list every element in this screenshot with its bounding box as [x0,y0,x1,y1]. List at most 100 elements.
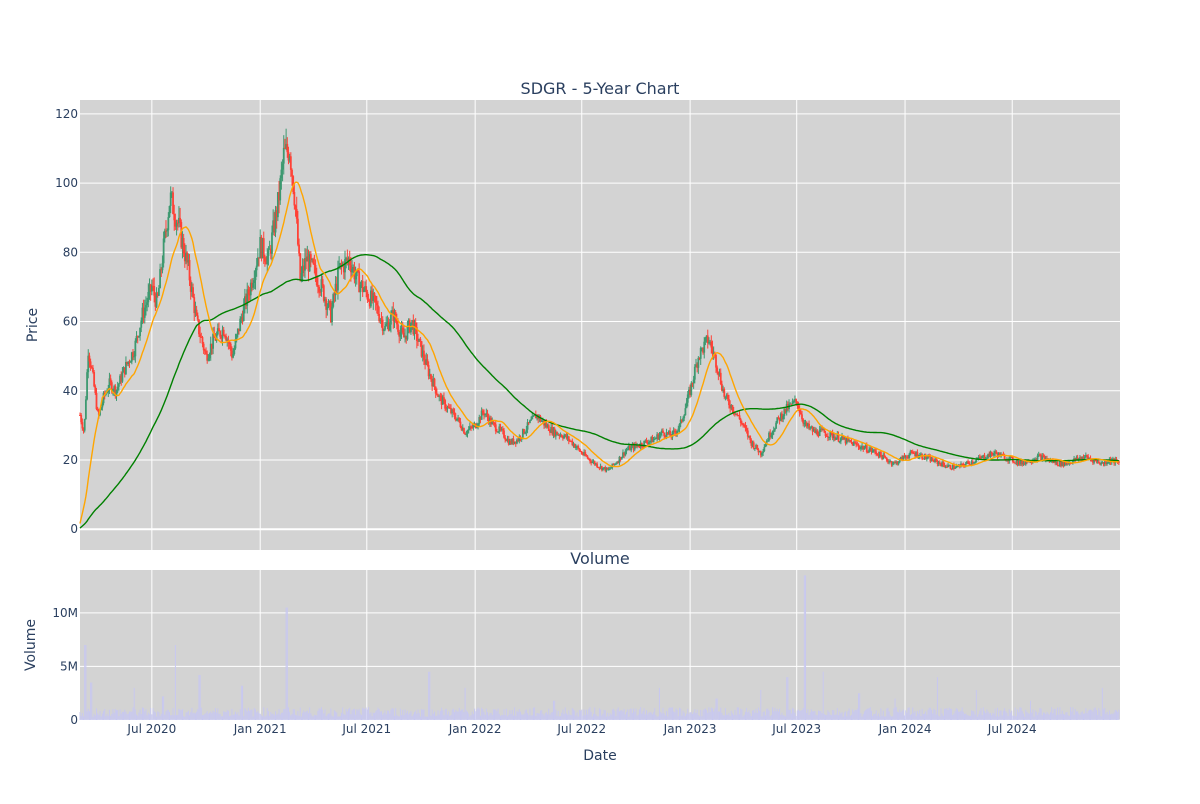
price-candle-body [808,423,810,429]
price-candle-body [374,295,377,303]
price-candle-body [1106,463,1108,465]
price-candle-body [407,320,410,326]
price-candle-body [810,427,813,429]
price-candle-body [199,334,202,337]
price-candle-body [843,438,846,440]
price-candle-body [650,437,653,441]
price-candle-body [545,423,548,428]
price-candle-body [534,414,537,419]
price-candle-body [516,439,518,444]
price-candle-body [841,436,843,439]
price-candle-body [1063,462,1066,466]
price-candle-body [479,417,482,420]
price-candle-body [284,147,286,149]
price-candle-body [930,458,933,462]
price-candle-body [989,451,992,457]
price-candle-body [318,286,320,292]
price-candle-body [557,434,560,436]
price-candle-body [1104,461,1107,464]
price-candle-body [1015,460,1018,464]
price-candle-body [106,392,108,394]
price-candle-body [561,437,564,439]
price-candle-body [238,328,240,332]
price-candle-body [948,465,951,467]
price-candle-body [140,320,143,328]
price-candle-body [198,319,200,335]
price-candle-body [1067,463,1070,465]
price-candle-body [344,259,346,273]
price-candle-body [1064,462,1067,465]
price-candle-body [589,458,591,462]
price-candle-body [715,355,717,368]
price-candle-body [923,454,926,460]
price-candle-body [295,208,298,219]
price-candle-body [700,347,703,349]
price-candle-body [419,338,422,342]
price-candle-body [1001,453,1004,455]
price-candle-body [977,456,980,459]
price-candle-body [135,336,138,341]
price-candle-body [618,456,621,463]
price-candle-body [143,307,146,318]
price-candle-body [703,341,706,353]
price-candle-body [609,468,611,470]
price-candle-body [831,432,834,439]
price-candle-body [775,422,777,429]
price-candle-body [202,343,205,351]
price-candle-body [88,355,91,362]
price-candle-body [620,456,623,460]
price-candle-body [399,332,402,337]
price-candle-body [870,448,873,452]
price-candle-body [451,409,454,414]
price-candle-body [280,169,283,179]
price-candle-body [231,350,233,358]
price-candle-body [1042,455,1045,457]
price-candle-body [986,457,988,459]
price-candle-body [83,419,86,431]
price-candle-body [964,463,967,467]
price-candle-body [759,450,762,456]
price-candle-body [337,267,339,291]
price-candle-body [248,294,251,296]
price-candle-body [781,413,783,420]
price-candle-body [139,327,141,337]
price-candle-body [693,366,696,380]
price-candle-body [837,434,840,442]
price-candle-body [84,399,87,420]
price-candle-body [309,254,312,261]
price-candle-body [195,309,198,316]
price-candle-body [254,270,257,281]
price-candle-body [1018,461,1021,465]
price-candle-body [287,152,290,161]
price-candle-body [109,378,112,383]
price-candle-body [162,238,165,264]
price-candle-body [79,415,81,416]
price-candle-body [892,461,895,464]
price-candle-body [645,440,648,443]
price-candle-body [907,457,909,459]
price-candle-body [156,293,159,296]
price-candle-body [388,324,391,331]
price-candle-body [182,238,185,254]
price-candle-body [405,335,408,340]
price-candle-body [1088,458,1091,460]
price-candle-body [421,350,424,357]
price-candle-body [791,401,794,405]
price-candle-body [584,452,587,456]
price-candle-body [950,468,953,470]
price-candle-body [1107,462,1110,464]
price-candle-body [971,461,974,464]
price-candle-body [504,437,507,440]
price-candle-body [81,422,84,429]
price-candle-body [447,406,450,408]
price-candle-body [529,420,531,424]
price-candle-body [110,382,113,392]
price-candle-body [279,178,282,201]
price-candle-body [656,434,659,439]
price-candle-body [132,352,134,358]
price-candle-body [1003,455,1006,460]
price-candle-body [617,462,620,464]
price-candle-body [453,412,456,418]
price-candle-body [563,435,565,439]
